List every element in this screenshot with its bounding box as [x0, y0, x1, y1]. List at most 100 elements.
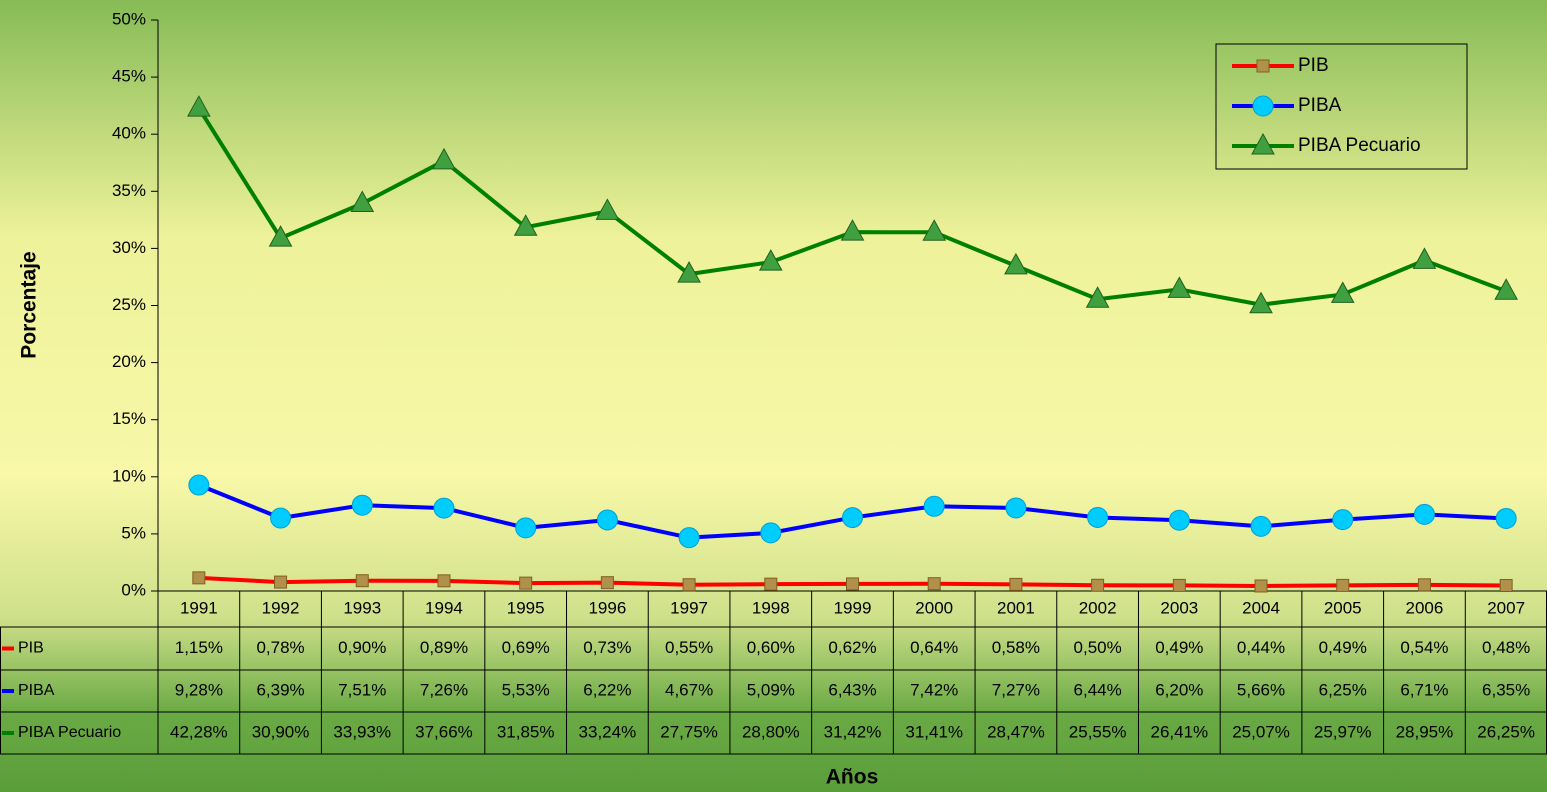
x-tick-label: 2006: [1406, 598, 1444, 617]
marker: [1009, 577, 1023, 591]
x-tick-label: 1994: [425, 598, 463, 617]
table-row-label: PIB: [18, 640, 44, 657]
table-cell: 33,93%: [333, 722, 391, 741]
x-tick-label: 1992: [262, 598, 300, 617]
marker: [270, 507, 292, 529]
y-tick-label: 15%: [112, 409, 146, 428]
marker: [1168, 509, 1190, 531]
marker: [678, 527, 700, 549]
x-tick-label: 1991: [180, 598, 218, 617]
marker: [433, 497, 455, 519]
marker: [923, 495, 945, 517]
marker: [350, 190, 375, 213]
x-tick-label: 2003: [1160, 598, 1198, 617]
table-cell: 0,58%: [992, 638, 1040, 657]
table-cell: 0,69%: [502, 638, 550, 657]
x-tick-label: 2000: [915, 598, 953, 617]
x-tick-label: 2005: [1324, 598, 1362, 617]
table-cell: 0,89%: [420, 638, 468, 657]
table-row-label: PIBA Pecuario: [18, 724, 121, 741]
table-cell: 6,22%: [583, 680, 631, 699]
marker: [1254, 579, 1268, 593]
x-tick-label: 1996: [588, 598, 626, 617]
marker: [1332, 509, 1354, 531]
x-tick-label: 1995: [507, 598, 545, 617]
marker: [1336, 578, 1350, 592]
table-cell: 0,48%: [1482, 638, 1530, 657]
table-cell: 0,50%: [1074, 638, 1122, 657]
y-axis-label: Porcentaje: [18, 251, 41, 358]
marker: [840, 219, 865, 241]
table-cell: 28,95%: [1396, 722, 1454, 741]
marker: [1087, 506, 1109, 528]
marker: [1004, 252, 1028, 275]
y-tick-label: 20%: [112, 352, 146, 371]
table-cell: 25,07%: [1232, 722, 1290, 741]
marker: [600, 576, 614, 590]
table-cell: 28,80%: [742, 722, 800, 741]
legend-label: PIBA Pecuario: [1298, 135, 1421, 156]
marker: [274, 575, 288, 589]
y-tick-label: 30%: [112, 238, 146, 257]
marker: [1005, 497, 1027, 519]
table-cell: 0,44%: [1237, 638, 1285, 657]
marker: [1417, 578, 1431, 592]
marker: [1330, 281, 1355, 303]
table-cell: 0,90%: [338, 638, 386, 657]
table-row-label: PIBA: [18, 682, 55, 699]
table-cell: 42,28%: [170, 722, 228, 741]
table-cell: 0,62%: [828, 638, 876, 657]
marker: [1251, 132, 1275, 155]
table-cell: 31,41%: [905, 722, 963, 741]
marker: [1172, 578, 1186, 592]
y-tick-label: 50%: [112, 9, 146, 28]
y-tick-label: 5%: [121, 523, 146, 542]
marker: [596, 509, 618, 531]
table-cell: 6,20%: [1155, 680, 1203, 699]
table-cell: 5,66%: [1237, 680, 1285, 699]
marker: [842, 507, 863, 529]
table-cell: 7,27%: [992, 680, 1040, 699]
x-tick-label: 1997: [670, 598, 708, 617]
table-cell: 0,64%: [910, 638, 958, 657]
y-tick-label: 25%: [112, 295, 146, 314]
table-cell: 0,49%: [1319, 638, 1367, 657]
marker: [432, 147, 456, 170]
table-cell: 25,55%: [1069, 722, 1127, 741]
table-cell: 37,66%: [415, 722, 473, 741]
table-cell: 1,15%: [175, 638, 223, 657]
y-tick-label: 40%: [112, 124, 146, 143]
marker: [1167, 276, 1192, 298]
table-cell: 27,75%: [660, 722, 718, 741]
marker: [1250, 515, 1272, 537]
table-cell: 6,44%: [1074, 680, 1122, 699]
marker: [515, 517, 537, 539]
table-cell: 6,43%: [828, 680, 876, 699]
x-tick-label: 2001: [997, 598, 1035, 617]
table-cell: 6,39%: [256, 680, 304, 699]
marker: [677, 261, 701, 283]
marker: [355, 574, 369, 588]
table-cell: 5,53%: [502, 680, 550, 699]
table-cell: 7,26%: [420, 680, 468, 699]
marker: [1495, 507, 1517, 529]
table-cell: 26,25%: [1477, 722, 1535, 741]
x-tick-label: 2002: [1079, 598, 1117, 617]
marker: [1499, 579, 1513, 593]
x-tick-label: 1993: [343, 598, 381, 617]
legend-box: [1215, 43, 1468, 170]
y-tick-label: 10%: [112, 466, 146, 485]
table-cell: 0,60%: [747, 638, 795, 657]
marker: [519, 576, 533, 590]
y-tick-label: 35%: [112, 181, 146, 200]
marker: [1091, 578, 1105, 592]
table-cell: 31,42%: [824, 722, 882, 741]
marker: [846, 577, 859, 591]
marker: [437, 574, 451, 588]
marker: [682, 578, 696, 592]
table-cell: 7,42%: [910, 680, 958, 699]
table-cell: 30,90%: [252, 722, 310, 741]
marker: [764, 577, 778, 591]
table-cell: 28,47%: [987, 722, 1045, 741]
